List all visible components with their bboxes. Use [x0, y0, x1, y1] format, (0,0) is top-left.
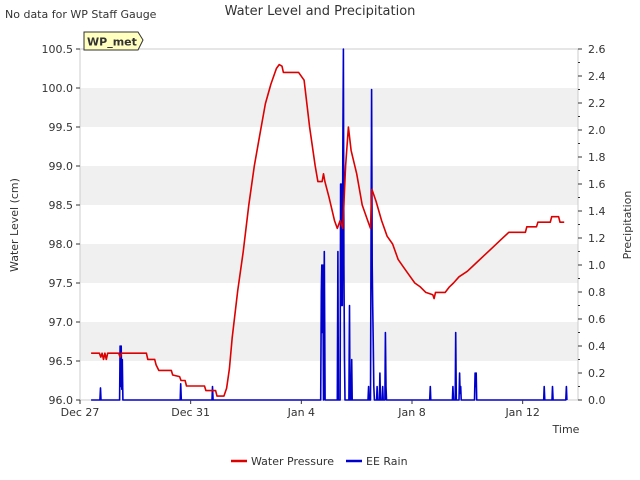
- series-water-pressure: [91, 63, 565, 397]
- x-tick-label: Dec 27: [61, 406, 100, 419]
- y-right-tick-label: 1.4: [588, 205, 606, 218]
- x-tick-label: Jan 4: [287, 406, 315, 419]
- y-right-tick-label: 1.8: [588, 151, 606, 164]
- y-left-tick-label: 96.5: [49, 355, 74, 368]
- y-left-tick-label: 97.0: [49, 316, 74, 329]
- site-badge-box: [83, 31, 144, 51]
- x-axis-label: Time: [552, 423, 580, 436]
- y-left-tick-label: 99.0: [49, 160, 74, 173]
- y-right-tick-label: 0.8: [588, 286, 606, 299]
- no-data-note: No data for WP Staff Gauge: [5, 8, 157, 21]
- legend-label-water-pressure: Water Pressure: [251, 455, 334, 468]
- y-right-tick-label: 0.6: [588, 313, 606, 326]
- series-ee-rain: [91, 48, 568, 401]
- y-right-tick-label: 0.2: [588, 367, 606, 380]
- y-left-tick-label: 100.0: [42, 82, 74, 95]
- y-right-tick-label: 1.6: [588, 178, 606, 191]
- y-left-tick-label: 98.5: [49, 199, 74, 212]
- grid-band: [80, 322, 578, 361]
- y-right-tick-label: 1.2: [588, 232, 606, 245]
- y-left-tick-label: 97.5: [49, 277, 74, 290]
- grid-band: [80, 244, 578, 283]
- x-tick-label: Dec 31: [171, 406, 210, 419]
- y-left-tick-label: 96.0: [49, 394, 74, 407]
- legend: Water Pressure EE Rain: [231, 455, 408, 468]
- site-badge: WP_met: [83, 31, 144, 51]
- y-left-tick-label: 100.5: [42, 43, 74, 56]
- y-right-tick-label: 2.6: [588, 43, 606, 56]
- y-right-tick-label: 2.4: [588, 70, 606, 83]
- y-left-tick-label: 98.0: [49, 238, 74, 251]
- y-left-tick-label: 99.5: [49, 121, 74, 134]
- y-right-tick-label: 2.0: [588, 124, 606, 137]
- x-tick-label: Jan 8: [397, 406, 425, 419]
- y-axis-label-left: Water Level (cm): [8, 178, 21, 272]
- y-right-tick-label: 1.0: [588, 259, 606, 272]
- chart-title: Water Level and Precipitation: [225, 4, 416, 19]
- grid-band: [80, 88, 578, 127]
- x-tick-label: Jan 12: [504, 406, 539, 419]
- y-right-tick-label: 2.2: [588, 97, 606, 110]
- y-right-tick-label: 0.0: [588, 394, 606, 407]
- y-right-tick-label: 0.4: [588, 340, 606, 353]
- y-axis-label-right: Precipitation: [621, 191, 634, 260]
- legend-label-ee-rain: EE Rain: [366, 455, 408, 468]
- site-badge-label: WP_met: [87, 36, 137, 49]
